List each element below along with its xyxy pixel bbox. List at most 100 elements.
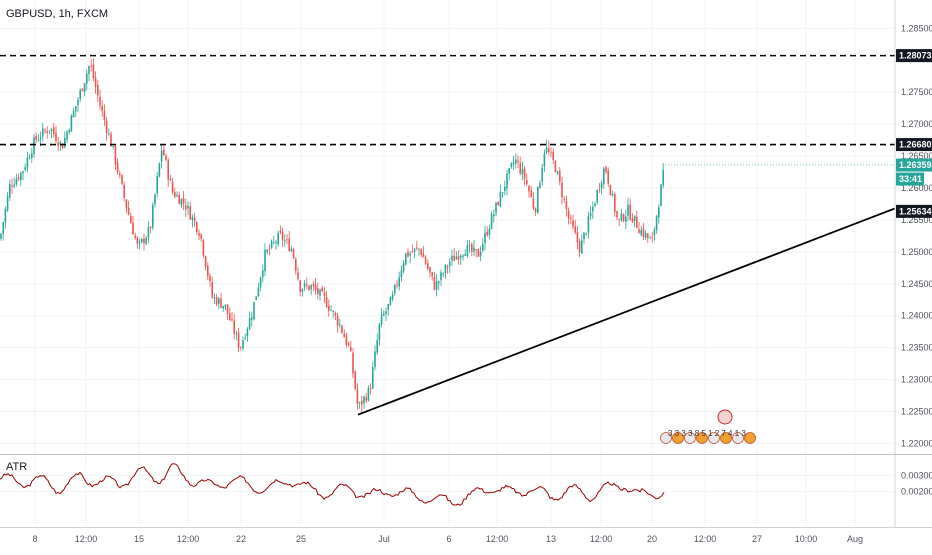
candle-body[interactable] bbox=[114, 145, 117, 165]
candle-body[interactable] bbox=[539, 182, 541, 189]
candle-body[interactable] bbox=[457, 256, 460, 260]
candle-body[interactable] bbox=[303, 283, 306, 288]
candle-body[interactable] bbox=[68, 130, 70, 133]
candle-body[interactable] bbox=[26, 157, 29, 168]
candle-body[interactable] bbox=[127, 207, 130, 215]
candle-body[interactable] bbox=[378, 323, 381, 340]
candle-body[interactable] bbox=[169, 178, 172, 181]
candle-body[interactable] bbox=[292, 249, 295, 258]
candle-body[interactable] bbox=[0, 233, 2, 239]
candle-body[interactable] bbox=[325, 296, 328, 308]
candle-body[interactable] bbox=[506, 173, 508, 189]
candle-body[interactable] bbox=[211, 282, 213, 298]
candle-body[interactable] bbox=[24, 167, 26, 170]
candle-body[interactable] bbox=[376, 340, 378, 353]
candle-body[interactable] bbox=[468, 245, 471, 247]
candle-body[interactable] bbox=[444, 264, 447, 274]
candle-body[interactable] bbox=[83, 83, 86, 92]
candle-body[interactable] bbox=[365, 397, 367, 401]
candle-body[interactable] bbox=[264, 249, 266, 271]
candle-body[interactable] bbox=[642, 228, 645, 237]
candle-body[interactable] bbox=[380, 314, 383, 325]
candle-body[interactable] bbox=[662, 170, 664, 186]
candle-body[interactable] bbox=[545, 147, 548, 153]
candle-body[interactable] bbox=[442, 273, 444, 275]
candle-body[interactable] bbox=[207, 265, 209, 277]
candle-body[interactable] bbox=[594, 203, 596, 207]
candle-body[interactable] bbox=[20, 172, 22, 181]
candle-body[interactable] bbox=[180, 199, 183, 206]
candle-body[interactable] bbox=[330, 310, 332, 312]
candle-body[interactable] bbox=[75, 106, 77, 112]
candle-body[interactable] bbox=[90, 66, 92, 67]
candle-body[interactable] bbox=[176, 195, 178, 197]
candle-body[interactable] bbox=[512, 162, 515, 165]
candle-body[interactable] bbox=[497, 202, 499, 206]
event-flag-icon[interactable] bbox=[720, 432, 732, 444]
candle-body[interactable] bbox=[479, 251, 482, 256]
candle-body[interactable] bbox=[130, 215, 132, 224]
candle-body[interactable] bbox=[97, 84, 99, 96]
candle-body[interactable] bbox=[660, 184, 662, 207]
candle-body[interactable] bbox=[501, 192, 504, 193]
candle-body[interactable] bbox=[39, 137, 42, 139]
candle-body[interactable] bbox=[433, 276, 436, 290]
candle-body[interactable] bbox=[295, 259, 297, 271]
candle-body[interactable] bbox=[552, 151, 554, 160]
candle-body[interactable] bbox=[226, 304, 229, 314]
candle-body[interactable] bbox=[116, 162, 119, 173]
candle-body[interactable] bbox=[600, 182, 603, 189]
candle-body[interactable] bbox=[2, 222, 4, 234]
candle-body[interactable] bbox=[200, 234, 202, 239]
candle-body[interactable] bbox=[277, 233, 279, 245]
candle-body[interactable] bbox=[622, 214, 625, 222]
candle-body[interactable] bbox=[46, 131, 48, 133]
candle-body[interactable] bbox=[354, 371, 356, 389]
candle-body[interactable] bbox=[328, 305, 330, 311]
candle-body[interactable] bbox=[427, 263, 429, 269]
candle-body[interactable] bbox=[550, 152, 552, 154]
candle-body[interactable] bbox=[149, 226, 152, 228]
candle-body[interactable] bbox=[446, 266, 449, 268]
candle-body[interactable] bbox=[578, 241, 581, 253]
candle-body[interactable] bbox=[196, 222, 198, 233]
candle-body[interactable] bbox=[9, 183, 11, 198]
candle-body[interactable] bbox=[70, 115, 73, 132]
candle-body[interactable] bbox=[387, 304, 389, 310]
candle-body[interactable] bbox=[112, 146, 114, 148]
candle-body[interactable] bbox=[94, 77, 97, 87]
candle-body[interactable] bbox=[306, 284, 308, 286]
candle-body[interactable] bbox=[198, 233, 200, 236]
candle-body[interactable] bbox=[581, 240, 583, 254]
candle-body[interactable] bbox=[125, 199, 128, 208]
candle-body[interactable] bbox=[598, 189, 601, 191]
candle-body[interactable] bbox=[347, 343, 350, 346]
candle-body[interactable] bbox=[605, 167, 607, 173]
candle-body[interactable] bbox=[31, 153, 33, 158]
candle-body[interactable] bbox=[521, 168, 524, 175]
candle-body[interactable] bbox=[592, 206, 594, 212]
candle-body[interactable] bbox=[165, 155, 167, 160]
candle-body[interactable] bbox=[215, 297, 218, 305]
candle-body[interactable] bbox=[495, 202, 497, 213]
candle-body[interactable] bbox=[222, 305, 224, 309]
candle-body[interactable] bbox=[77, 99, 79, 106]
candle-body[interactable] bbox=[244, 338, 246, 339]
candle-body[interactable] bbox=[638, 229, 640, 234]
candle-body[interactable] bbox=[541, 167, 543, 182]
candle-body[interactable] bbox=[310, 285, 312, 290]
candle-body[interactable] bbox=[284, 240, 286, 242]
candle-body[interactable] bbox=[400, 270, 403, 278]
candle-body[interactable] bbox=[101, 106, 103, 111]
candle-body[interactable] bbox=[255, 296, 257, 300]
candle-body[interactable] bbox=[464, 254, 466, 256]
candle-body[interactable] bbox=[523, 168, 526, 179]
candle-body[interactable] bbox=[103, 111, 106, 121]
candle-body[interactable] bbox=[187, 205, 189, 209]
candle-body[interactable] bbox=[537, 187, 539, 213]
uk-flag-icon[interactable] bbox=[717, 409, 733, 425]
candle-body[interactable] bbox=[559, 170, 561, 182]
candle-body[interactable] bbox=[108, 133, 110, 135]
candle-body[interactable] bbox=[510, 163, 513, 168]
candle-body[interactable] bbox=[66, 131, 68, 140]
